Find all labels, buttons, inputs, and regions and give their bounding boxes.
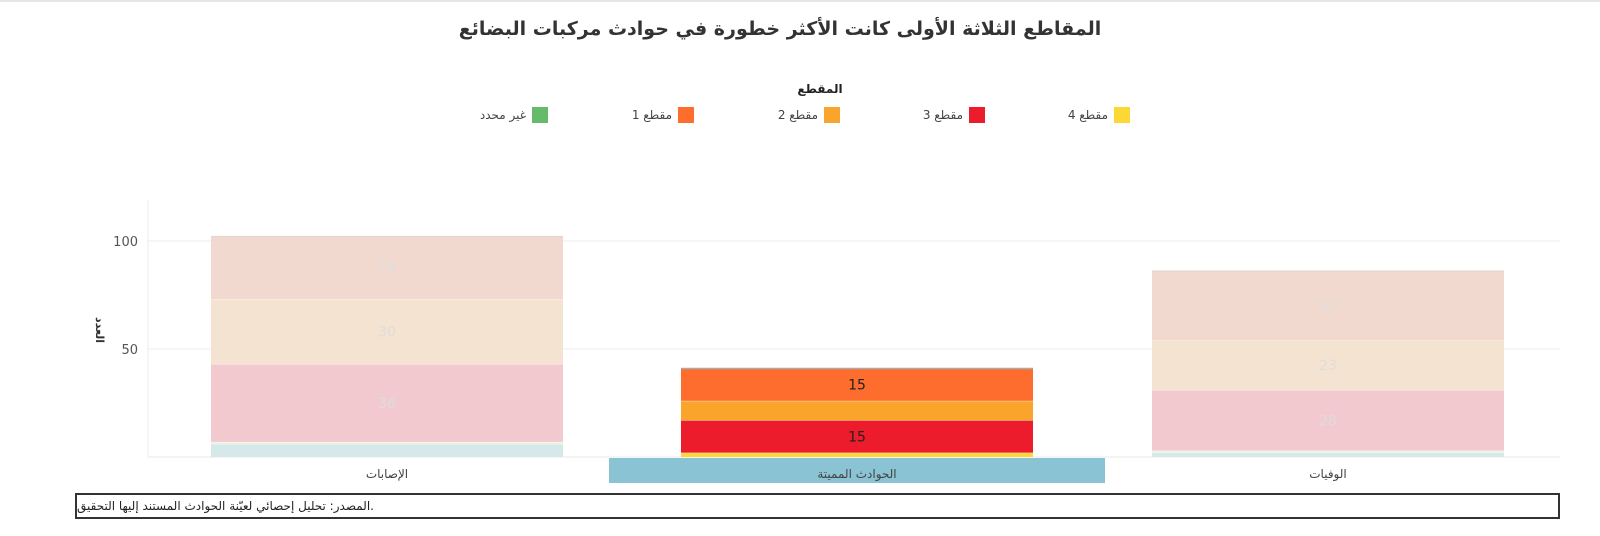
bar-segment-baseline [211,444,563,457]
x-category-label: الوفيات [1309,467,1347,482]
bar-segment-s1 [681,368,1033,401]
bar-segment-s1 [1152,271,1504,341]
legend-swatch [1114,107,1130,123]
chart-title: المقاطع الثلاثة الأولى كانت الأكثر خطورة… [458,18,1102,40]
bar-segment-s4 [681,452,1033,457]
legend-swatch [532,107,548,123]
top-divider [0,0,1600,2]
x-category-label: الحوادث المميتة [817,467,896,482]
legend-swatch [969,107,985,123]
y-tick-label: 50 [121,343,138,358]
bar-segment-s2 [681,400,1033,421]
y-axis-label: العدد [93,317,106,343]
source-note: .المصدر: تحليل إحصائي لعيّنة الحوادث الم… [75,493,1560,519]
legend-swatch [824,107,840,123]
y-tick-label: 100 [113,235,138,250]
legend-title: المقطع [797,82,843,96]
data-label: 28 [1319,413,1337,429]
bar-segment-s2 [1152,340,1504,391]
selected-category-band [609,458,1105,483]
legend-label: غير محدد [479,108,526,122]
legend-item-s1[interactable]: مقطع 1 [632,106,694,124]
legend-label: مقطع 3 [922,108,963,122]
data-label: 30 [378,325,396,341]
legend-item-s4[interactable]: مقطع 4 [1068,106,1130,124]
data-label: 15 [848,429,866,445]
data-label: 29 [378,261,396,277]
bar-segment-s4 [1152,450,1504,453]
bar-segment-s4 [211,441,563,445]
legend-item-unspecified[interactable]: غير محدد [480,106,548,124]
bar-segment-baseline [1152,452,1504,457]
data-label: 23 [1319,358,1337,374]
legend-label: مقطع 1 [631,108,672,122]
data-label: 36 [378,396,396,412]
bar-segment-s2 [211,299,563,365]
source-note-text: .المصدر: تحليل إحصائي لعيّنة الحوادث الم… [77,499,374,513]
legend-label: مقطع 2 [777,108,818,122]
legend-item-s3[interactable]: مقطع 3 [923,106,985,124]
legend-item-s2[interactable]: مقطع 2 [778,106,840,124]
stacked-bar-chart: 50 100 العدد الإصابات الحوادث المميتة الوفيات… [93,200,1560,483]
bar-segment-s3 [1152,390,1504,451]
data-label: 32 [1319,299,1337,315]
legend-label: مقطع 4 [1067,108,1108,122]
bar-segment-s1 [211,236,563,300]
bar-segment-s3 [681,420,1033,453]
x-category-label: الإصابات [366,467,408,481]
data-label: 15 [848,378,866,394]
legend-swatch [678,107,694,123]
bar-segment-s3 [211,364,563,442]
